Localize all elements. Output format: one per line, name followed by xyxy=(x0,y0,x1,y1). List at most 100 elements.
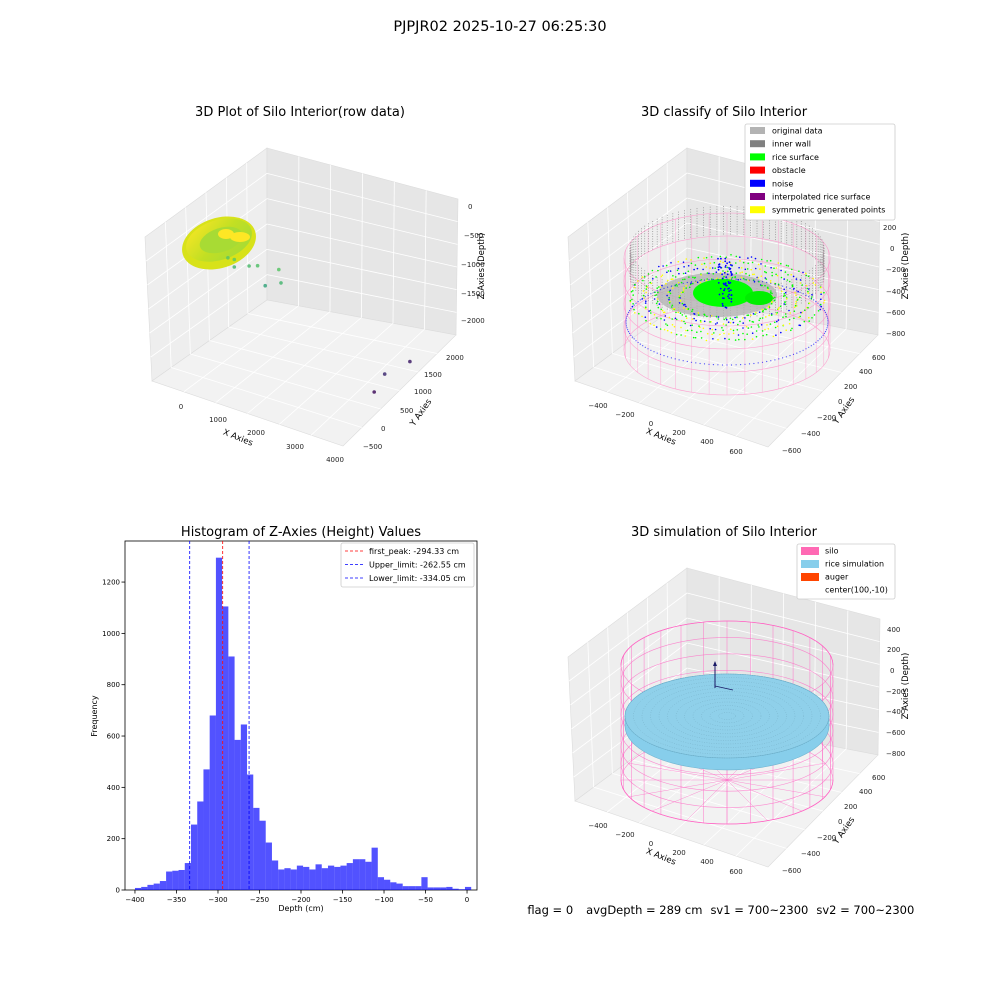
noise-point xyxy=(774,283,776,285)
noise-point xyxy=(674,284,676,286)
rice-point xyxy=(663,328,666,331)
noise-point xyxy=(799,291,801,293)
noise-point xyxy=(726,364,728,366)
noise-point xyxy=(625,317,628,319)
rice-point xyxy=(711,333,713,336)
histogram-bar xyxy=(371,847,378,890)
rice-point xyxy=(721,326,723,329)
rice-point xyxy=(751,261,754,264)
rice-point xyxy=(653,324,655,327)
rice-point xyxy=(686,308,688,311)
classify-x-tick: 400 xyxy=(700,438,713,446)
rice-point xyxy=(727,321,730,324)
rice-point xyxy=(680,319,683,322)
rice-point xyxy=(734,339,737,341)
rice-point xyxy=(716,277,718,280)
raw-y-tick: 1000 xyxy=(414,388,432,396)
rice-point xyxy=(732,321,735,324)
histogram-bar xyxy=(402,886,409,890)
rice-point xyxy=(693,313,695,315)
rice-point xyxy=(668,316,671,319)
rice-point xyxy=(642,290,645,292)
rice-point xyxy=(801,311,803,314)
noise-point xyxy=(663,287,665,289)
rice-point xyxy=(668,302,671,304)
rice-point xyxy=(663,311,666,314)
legend-label: rice surface xyxy=(772,153,819,162)
noise-point xyxy=(726,262,728,265)
rice-point xyxy=(660,317,662,320)
rice-point xyxy=(761,308,764,311)
rice-point xyxy=(719,255,722,258)
rice-point xyxy=(754,313,756,316)
histogram-bar xyxy=(440,887,447,890)
rice-point xyxy=(755,335,758,338)
rice-point xyxy=(674,276,677,278)
legend-label: obstacle xyxy=(772,166,806,175)
rice-point xyxy=(691,329,693,332)
classify-z-tick: 0 xyxy=(890,245,894,253)
rice-point xyxy=(765,333,768,336)
rice-point xyxy=(761,317,764,319)
histogram-bar xyxy=(203,769,210,890)
rice-point xyxy=(671,318,673,320)
rice-point xyxy=(731,276,734,279)
noise-point xyxy=(724,306,727,309)
rice-point xyxy=(680,326,682,329)
histogram-bar xyxy=(334,866,341,890)
status-line: flag = 0 avgDepth = 289 cm sv1 = 700~2300 s… xyxy=(520,889,940,917)
noise-point xyxy=(625,319,627,321)
rice-point xyxy=(770,302,773,305)
classify-3d-plot: 3D classify of Silo Interior original da… xyxy=(567,105,911,456)
noise-point xyxy=(824,331,827,333)
rice-point xyxy=(726,266,728,269)
rice-point xyxy=(668,298,670,301)
rice-surface xyxy=(745,291,773,305)
rice-point xyxy=(795,294,797,297)
rice-mesh-ring xyxy=(658,687,796,745)
grid-line xyxy=(735,328,847,437)
classify-x-tick: −200 xyxy=(615,411,634,419)
histogram-bar xyxy=(222,606,229,890)
classify-silo-points xyxy=(623,206,831,396)
rice-point xyxy=(759,268,761,270)
rice-point xyxy=(780,269,782,272)
rice-point xyxy=(698,325,700,327)
rice-point xyxy=(775,313,778,315)
grid-line xyxy=(150,274,268,358)
classify-y-tick: −400 xyxy=(801,430,820,438)
classify-y-tick: −200 xyxy=(817,414,836,422)
rice-point xyxy=(684,278,686,281)
silo-floor-spoke xyxy=(726,779,768,821)
silo-floor-spoke xyxy=(629,779,728,798)
rice-point xyxy=(805,274,808,277)
rice-point xyxy=(655,326,658,328)
histogram-bar xyxy=(309,869,316,890)
rice-point xyxy=(735,255,738,258)
rice-point xyxy=(764,277,767,279)
rice-point xyxy=(683,307,685,309)
rice-point xyxy=(651,269,654,272)
histogram-bar xyxy=(284,868,291,890)
rice-point xyxy=(777,262,780,264)
histogram-bar xyxy=(253,807,260,890)
rice-point xyxy=(820,298,822,301)
rice-point xyxy=(670,306,673,308)
rice-point xyxy=(783,288,785,291)
rice-point xyxy=(764,328,766,331)
rice-point xyxy=(705,279,708,282)
simulation-x-tick: 600 xyxy=(729,868,742,876)
rice-point xyxy=(671,304,674,307)
rice-point xyxy=(675,311,677,314)
rice-point xyxy=(689,283,692,286)
rice-point xyxy=(737,279,739,281)
rice-point xyxy=(758,311,761,314)
data-point xyxy=(232,265,237,269)
noise-point xyxy=(727,281,730,283)
rice-point xyxy=(697,312,700,314)
histogram-y-label: Frequency xyxy=(90,695,99,737)
simulation-z-tick: −800 xyxy=(886,750,905,758)
classify-y-tick: −600 xyxy=(782,447,801,455)
rice-point xyxy=(807,275,810,278)
rice-point xyxy=(728,338,730,341)
